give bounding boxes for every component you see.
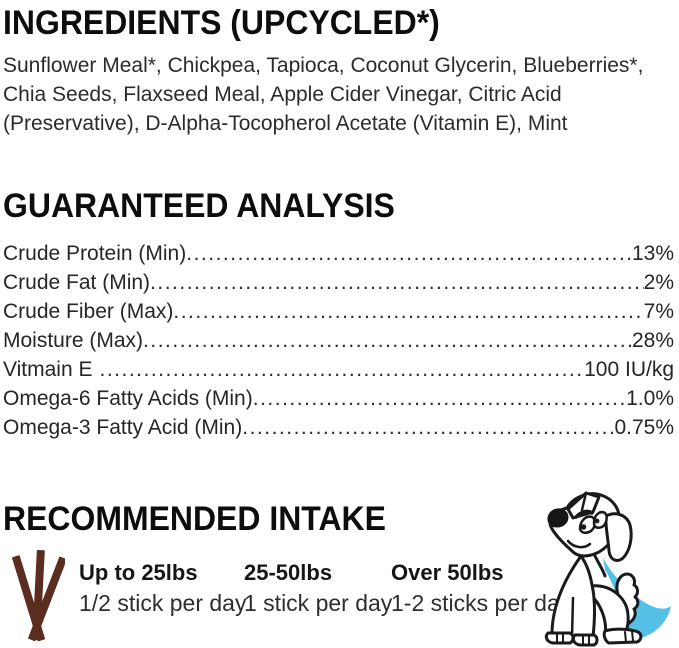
guaranteed-analysis-table: Crude Protein (Min) 13% Crude Fat (Min) 2%… — [3, 239, 676, 442]
analysis-value: 13% — [631, 242, 674, 265]
dot-leader — [253, 384, 626, 413]
intake-column-large-dog: Over 50lbs 1-2 sticks per day — [391, 560, 571, 617]
analysis-row-moisture: Moisture (Max) 28% — [3, 326, 674, 355]
dot-leader — [186, 239, 632, 268]
recommended-intake-heading: RECOMMENDED INTAKE — [3, 500, 386, 538]
dosage: 1/2 stick per day — [79, 590, 247, 616]
dog-with-cape-icon — [544, 491, 671, 647]
analysis-row-crude-fiber: Crude Fiber (Max) 7% — [3, 297, 674, 326]
dot-leader — [150, 268, 644, 297]
weight-range: Over 50lbs — [391, 560, 504, 585]
analysis-label: Vitmain E — [3, 358, 93, 381]
dot-leader — [93, 355, 585, 384]
recommended-intake-section: RECOMMENDED INTAKE Up to 25lbs 1/2 stick… — [3, 491, 676, 647]
analysis-value: 28% — [631, 329, 674, 352]
analysis-row-omega-3: Omega-3 Fatty Acid (Min) 0.75% — [3, 413, 674, 442]
analysis-value: 100 IU/kg — [584, 358, 674, 381]
ingredients-list-text: Sunflower Meal*, Chickpea, Tapioca, Coco… — [3, 54, 644, 135]
intake-columns: Up to 25lbs 1/2 stick per day 25-50lbs 1… — [79, 560, 571, 617]
analysis-row-crude-fat: Crude Fat (Min) 2% — [3, 268, 674, 297]
analysis-label: Moisture (Max) — [3, 329, 144, 352]
dot-leader — [242, 413, 614, 442]
ingredients-section: INGREDIENTS (UPCYCLED*) Sunflower Meal*,… — [3, 0, 676, 138]
analysis-label: Crude Protein (Min) — [3, 242, 187, 265]
guaranteed-analysis-section: GUARANTEED ANALYSIS Crude Protein (Min) 1… — [3, 187, 676, 442]
weight-range: 25-50lbs — [244, 560, 333, 585]
dot-leader — [173, 297, 643, 326]
analysis-value: 2% — [643, 271, 674, 294]
ingredients-heading: INGREDIENTS (UPCYCLED*) — [3, 4, 440, 42]
analysis-value: 1.0% — [626, 387, 674, 410]
analysis-label: Crude Fiber (Max) — [3, 300, 174, 323]
dot-leader — [143, 326, 632, 355]
intake-column-small-dog: Up to 25lbs 1/2 stick per day — [79, 560, 247, 617]
dosage: 1 stick per day — [244, 590, 393, 616]
treat-sticks-icon — [12, 549, 65, 642]
analysis-value: 0.75% — [614, 416, 674, 439]
analysis-value: 7% — [643, 300, 674, 323]
analysis-row-vitamin-e: Vitmain E 100 IU/kg — [3, 355, 674, 384]
intake-column-medium-dog: 25-50lbs 1 stick per day — [244, 560, 393, 617]
analysis-label: Omega-3 Fatty Acid (Min) — [3, 416, 243, 439]
analysis-row-crude-protein: Crude Protein (Min) 13% — [3, 239, 674, 268]
dosage: 1-2 sticks per day — [391, 590, 572, 616]
analysis-label: Omega-6 Fatty Acids (Min) — [3, 387, 253, 410]
analysis-label: Crude Fat (Min) — [3, 271, 151, 294]
weight-range: Up to 25lbs — [79, 560, 198, 585]
analysis-row-omega-6: Omega-6 Fatty Acids (Min) 1.0% — [3, 384, 674, 413]
guaranteed-analysis-heading: GUARANTEED ANALYSIS — [3, 187, 395, 225]
